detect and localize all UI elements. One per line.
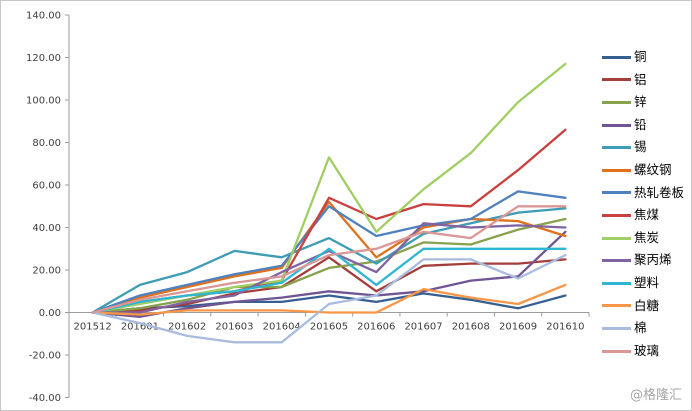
x-axis-tick-label: 201602 [168,322,206,333]
legend-item: 焦煤 [602,204,684,227]
legend-label: 热轧卷板 [634,184,685,200]
legend-item: 塑料 [602,272,684,295]
legend-swatch-line-icon [602,349,631,353]
series-line-锡 [91,207,567,314]
legend-item: 热轧卷板 [602,182,684,205]
legend-swatch-line-icon [602,191,631,195]
legend-item: 玻璃 [602,340,684,363]
legend-item: 螺纹钢 [602,159,684,182]
legend-label: 铝 [634,71,647,87]
series-line-棉 [91,253,567,344]
legend-swatch-line-icon [602,123,631,127]
legend-swatch-line-icon [602,55,631,59]
x-axis-tick-label: 201604 [263,322,301,333]
legend-label: 锡 [634,139,647,155]
legend-swatch-line-icon [602,259,631,263]
legend-label: 焦煤 [634,207,660,223]
chart-legend: 铜铝锌铅锡螺纹钢热轧卷板焦煤焦炭聚丙烯塑料白糖棉玻璃 [602,46,684,362]
series-line-锌 [91,217,567,314]
series-line-螺纹钢 [91,200,567,314]
y-axis-tick-label: 60.00 [32,181,61,192]
legend-item: 棉 [602,317,684,340]
legend-label: 锌 [634,94,647,110]
legend-item: 白糖 [602,295,684,318]
series-line-热轧卷板 [91,190,567,314]
legend-label: 螺纹钢 [634,162,672,178]
legend-item: 铝 [602,69,684,92]
legend-label: 铜 [634,49,647,65]
series-line-玻璃 [91,205,567,314]
x-axis-tick-label: 201605 [310,322,348,333]
legend-swatch-line-icon [602,304,631,308]
legend-swatch-line-icon [602,146,631,150]
x-axis-tick-label: 201609 [499,322,537,333]
x-axis-tick-label: 201512 [74,322,112,333]
y-axis-tick-label: 120.00 [26,53,61,64]
x-axis-tick-label: 201610 [546,322,584,333]
legend-swatch-line-icon [602,236,631,240]
legend-item: 铅 [602,114,684,137]
legend-label: 聚丙烯 [634,252,672,268]
y-axis-tick-label: 40.00 [32,223,61,234]
legend-label: 焦炭 [634,229,660,245]
legend-item: 锡 [602,136,684,159]
legend-item: 聚丙烯 [602,249,684,272]
legend-label: 玻璃 [634,342,660,358]
x-axis-tick-label: 201606 [357,322,395,333]
legend-label: 白糖 [634,297,660,313]
legend-label: 塑料 [634,274,660,290]
x-axis-tick-label: 201608 [452,322,490,333]
y-axis-tick-label: 80.00 [32,138,61,149]
y-axis-tick-label: 100.00 [26,96,61,107]
x-axis-tick-label: 201603 [215,322,253,333]
y-axis-tick-label: -20.00 [29,351,61,362]
legend-swatch-line-icon [602,78,631,82]
legend-swatch-line-icon [602,281,631,285]
y-axis-tick-label: 0.00 [39,308,61,319]
legend-item: 焦炭 [602,227,684,250]
legend-label: 铅 [634,116,647,132]
series-line-白糖 [91,283,567,316]
watermark: @格隆汇 [629,388,682,403]
series-line-塑料 [91,247,567,314]
y-axis-tick-label: -40.00 [29,393,61,404]
y-axis-tick-label: 20.00 [32,266,61,277]
legend-swatch-line-icon [602,168,631,172]
legend-item: 锌 [602,91,684,114]
x-axis-tick-label: 201601 [121,322,159,333]
legend-swatch-line-icon [602,326,631,330]
x-axis-tick-label: 201607 [404,322,442,333]
legend-label: 棉 [634,320,647,336]
legend-swatch-line-icon [602,213,631,217]
legend-item: 铜 [602,46,684,69]
y-axis-tick-label: 140.00 [26,11,61,22]
legend-swatch-line-icon [602,100,631,104]
